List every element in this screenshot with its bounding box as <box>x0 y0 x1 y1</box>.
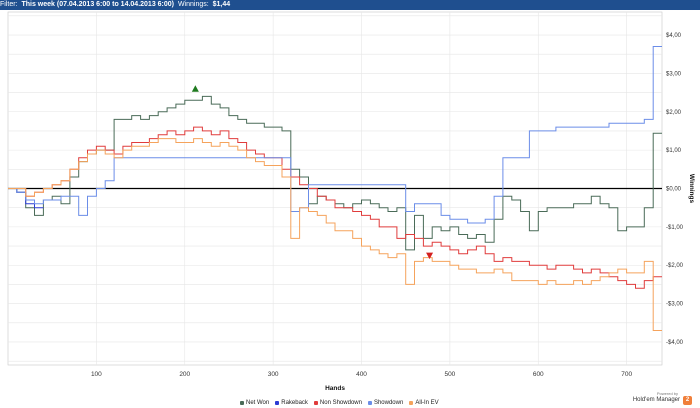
x-tick-label: 600 <box>533 371 544 378</box>
holdem-manager-brand: Powered by Hold'em Manager 2 <box>632 391 692 406</box>
x-axis-label: Hands <box>325 385 345 392</box>
legend-swatch <box>367 400 372 405</box>
winnings-graph[interactable]: 100 200 300 400 500 600 700 $4,00 $3,00 $2,00 $1,0… <box>0 10 700 396</box>
legend-swatch <box>275 400 280 405</box>
series-line-all-in-ev <box>8 138 662 331</box>
legend-swatch <box>409 400 414 405</box>
y-axis-label: Winnings <box>688 174 695 204</box>
filter-bar: Filter: This week (07.04.2013 6:00 to 14… <box>0 0 700 10</box>
min-point-marker <box>426 252 434 260</box>
filter-label: Filter: <box>0 1 18 8</box>
holdem-manager-logo-icon: 2 <box>683 395 692 405</box>
chart-legend: Net Won Rakeback Non Showdown Showdown All-I… <box>240 398 439 407</box>
max-point-marker <box>191 85 199 92</box>
legend-item[interactable]: All-In EV <box>409 398 439 407</box>
legend-swatch <box>240 400 244 405</box>
x-tick-label: 500 <box>444 371 455 378</box>
y-tick-label: $0,00 <box>666 187 682 193</box>
x-tick-label: 100 <box>91 371 102 378</box>
x-tick-label: 200 <box>179 371 190 378</box>
legend-label: Non Showdown <box>319 399 362 406</box>
series-line-showdown <box>8 46 662 224</box>
powered-by-text: Powered by <box>656 391 678 396</box>
y-tick-label: -$1,00 <box>666 225 684 231</box>
y-tick-label: $3,00 <box>666 71 682 77</box>
y-tick-label: $2,00 <box>666 110 682 116</box>
legend-label: All-In EV <box>415 399 439 406</box>
y-tick-label: $1,00 <box>666 148 682 154</box>
legend-item[interactable]: Rakeback <box>275 398 308 407</box>
x-tick-label: 300 <box>268 371 279 378</box>
legend-swatch <box>313 400 318 405</box>
legend-label: Rakeback <box>281 399 308 406</box>
legend-label: Net Won <box>246 399 270 406</box>
x-tick-label: 700 <box>621 371 632 378</box>
brand-name: Hold'em Manager <box>632 397 680 403</box>
y-tick-label: -$3,00 <box>666 302 684 308</box>
y-tick-label: -$2,00 <box>666 263 684 269</box>
winnings-value: $1,44 <box>212 1 231 8</box>
chart-svg[interactable]: 100 200 300 400 500 600 700 $4,00 $3,00 $2,00 $1,0… <box>0 10 700 396</box>
filter-value: This week (07.04.2013 6:00 to 14.04.2013… <box>21 1 174 8</box>
y-tick-label: -$4,00 <box>666 340 684 346</box>
legend-label: Showdown <box>373 399 404 406</box>
y-tick-label: $4,00 <box>666 33 682 39</box>
legend-item[interactable]: Non Showdown <box>313 398 362 407</box>
legend-item[interactable]: Showdown <box>367 398 404 407</box>
x-tick-label: 400 <box>356 371 367 378</box>
winnings-label: Winnings: <box>177 1 209 8</box>
legend-item[interactable]: Net Won <box>240 398 269 407</box>
series-line-non-showdown <box>8 126 662 289</box>
